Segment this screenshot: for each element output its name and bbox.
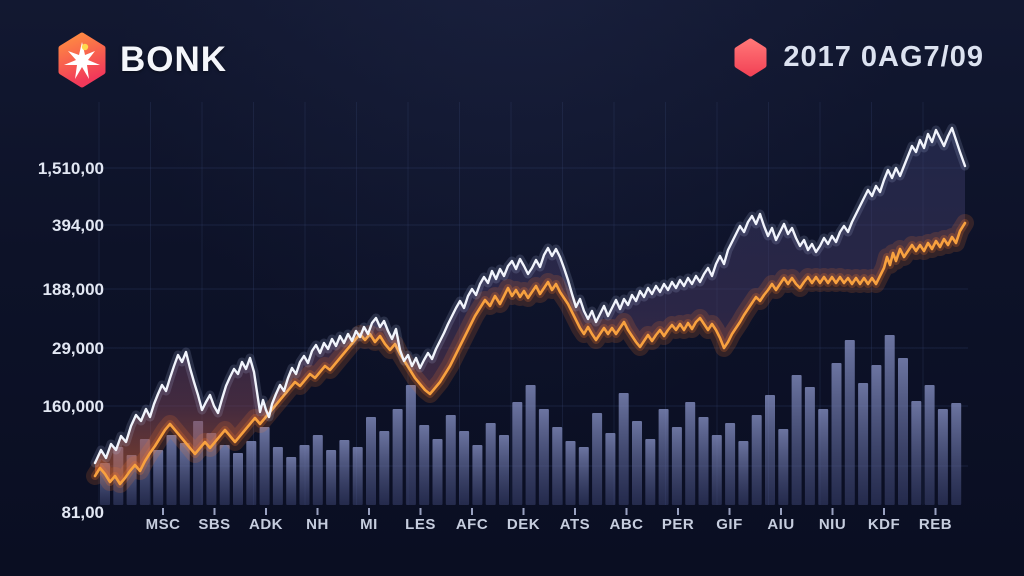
volume-bar [751,415,762,505]
volume-bar [725,423,736,505]
volume-bar [858,383,869,505]
x-axis-label: PER [662,516,694,533]
y-axis-label: 29,000 [52,339,104,358]
volume-bar [379,431,390,505]
volume-bar [658,409,669,505]
y-axis-label: 160,000 [43,397,104,416]
x-axis-label: GIF [716,516,743,533]
volume-bar [312,435,323,505]
volume-bar [246,441,257,505]
volume-bar [366,417,376,505]
volume-bar [765,395,775,505]
volume-bar [884,335,895,505]
volume-bar [405,385,416,505]
volume-bar [525,385,536,505]
volume-bar [339,440,350,505]
volume-bar [871,365,882,505]
volume-bar [578,447,589,505]
volume-bar [206,433,217,505]
x-axis-label: AFC [456,516,488,533]
volume-bar [671,427,682,505]
volume-bar [485,423,496,505]
volume-bar [259,427,270,505]
volume-bar [499,435,509,505]
x-axis-label: KDF [868,516,900,533]
x-axis-labels: MSC SBS ADK NH MI LES AFC DEK ATS ABC PER GIF AIU NIU… [146,508,952,533]
y-axis-label: 188,000 [43,280,104,299]
volume-bar [844,340,855,505]
x-axis-label: LES [405,516,436,533]
x-axis-label: DEK [507,516,540,533]
volume-bar [538,409,549,505]
volume-bar [592,413,603,505]
volume-bar [272,447,283,505]
volume-bar [459,431,470,505]
volume-bar [326,450,337,505]
x-axis-label: SBS [198,516,230,533]
date-text: 2017 0AG7/09 [783,41,984,73]
volume-bar [472,445,483,505]
volume-bar [419,425,430,505]
volume-bars [100,335,962,505]
y-axis-label: 1,510,00 [38,159,104,178]
volume-bar [432,439,443,505]
header: BONK 2017 0AG7/09 [0,0,1024,100]
volume-bar [445,415,456,505]
volume-bar [898,358,908,505]
orange-series-line [93,221,967,486]
volume-bar [778,429,789,505]
volume-bar [179,443,190,505]
volume-bar [924,385,935,505]
logo-text: BONK [120,40,228,79]
volume-bar [818,409,829,505]
volume-bar [153,450,164,505]
volume-bar [299,445,310,505]
y-axis-label: 394,00 [52,216,104,235]
x-axis-label: MI [360,516,378,533]
x-axis-label: ABC [610,516,644,533]
x-axis-label: NIU [819,516,846,533]
volume-bar [605,433,616,505]
volume-bar [685,402,696,505]
x-axis-label: NH [306,516,329,533]
volume-bar [738,441,749,505]
bonk-logo[interactable]: BONK [57,32,227,88]
volume-bar [618,393,629,505]
volume-bar [937,409,948,505]
y-axis-label: 81,00 [61,503,104,522]
logo-hexagon-star-icon [58,32,106,88]
volume-bar [219,445,230,505]
date-badge-hexagon-icon [734,38,767,77]
volume-bar [512,402,523,505]
volume-bar [698,417,709,505]
x-axis-label: ATS [560,516,590,533]
volume-bar [286,457,297,505]
volume-bar [831,363,842,505]
x-axis-label: REB [919,516,952,533]
volume-bar [911,401,922,505]
x-axis-label: MSC [146,516,181,533]
x-axis-label: AIU [767,516,794,533]
x-axis-label: ADK [249,516,283,533]
y-axis-labels: 1,510,00 394,00 188,000 29,000 160,000 81,00 [38,159,104,522]
volume-bar [392,409,403,505]
volume-bar [565,441,576,505]
volume-bar [632,421,642,505]
volume-bar [951,403,962,505]
volume-bar [804,387,815,505]
white-series-line [93,126,967,465]
date-display: 2017 0AG7/09 [733,38,984,77]
volume-bar [233,453,243,505]
volume-bar [645,439,656,505]
volume-bar [552,427,563,505]
volume-bar [166,435,177,505]
volume-bar [711,435,722,505]
volume-bar [352,447,363,505]
volume-bar [791,375,802,505]
